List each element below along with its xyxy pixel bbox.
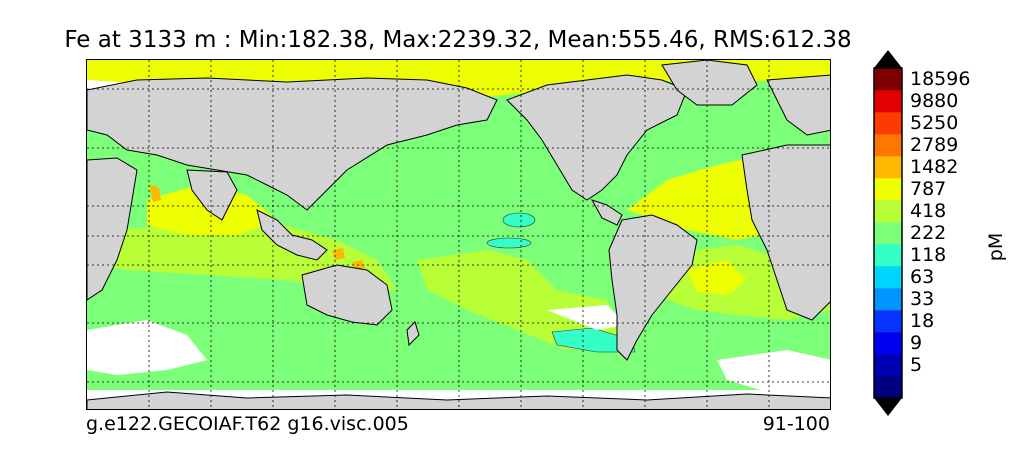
colorbar-bin bbox=[874, 266, 902, 289]
colorbar-tick-label: 1482 bbox=[910, 156, 959, 178]
colorbar-bin bbox=[874, 222, 902, 245]
antarctica bbox=[87, 391, 830, 409]
colorbar-tick-label: 18 bbox=[910, 310, 935, 332]
colorbar-bin bbox=[874, 332, 902, 355]
colorbar-tick-label: 222 bbox=[910, 222, 947, 244]
colorbar-tick-label: 33 bbox=[910, 288, 935, 310]
field-118-222 bbox=[486, 212, 636, 353]
colorbar bbox=[873, 50, 903, 416]
colorbar-under-triangle bbox=[874, 398, 902, 416]
south-america bbox=[608, 214, 698, 361]
map-title: Fe at 3133 m : Min:182.38, Max:2239.32, … bbox=[64, 27, 852, 53]
africa bbox=[741, 144, 830, 321]
colorbar-bin bbox=[874, 200, 902, 223]
ocean-map bbox=[86, 59, 831, 410]
colorbar-bin bbox=[874, 178, 902, 201]
colorbar-tick-label: 9 bbox=[910, 332, 923, 354]
eurasia bbox=[87, 77, 498, 211]
new-zealand bbox=[406, 321, 420, 347]
colorbar-bin bbox=[874, 376, 902, 399]
eurasia-west bbox=[766, 74, 830, 136]
colorbar-tick-label: 2789 bbox=[910, 134, 959, 156]
colorbar-tick-label: 5 bbox=[910, 354, 923, 376]
australia bbox=[301, 264, 393, 326]
indonesia bbox=[256, 209, 328, 261]
colorbar-bin bbox=[874, 156, 902, 179]
colorbar-tick-label: 18596 bbox=[910, 68, 971, 90]
colorbar-tick-label: 63 bbox=[910, 266, 935, 288]
period-caption: 91-100 bbox=[762, 413, 830, 435]
colorbar-bin bbox=[874, 134, 902, 157]
colorbar-bin bbox=[874, 244, 902, 267]
colorbar-bin bbox=[874, 68, 902, 91]
colorbar-bins bbox=[874, 68, 902, 399]
colorbar-tick-label: 118 bbox=[910, 244, 947, 266]
africa-east bbox=[87, 157, 138, 301]
colorbar-bin bbox=[874, 90, 902, 113]
colorbar-bin bbox=[874, 354, 902, 377]
experiment-caption: g.e122.GECOIAF.T62 g16.visc.005 bbox=[86, 413, 409, 435]
graticule bbox=[87, 60, 830, 409]
colorbar-tick-label: 5250 bbox=[910, 112, 959, 134]
colorbar-unit: pM bbox=[985, 232, 1007, 262]
colorbar-tick-label: 418 bbox=[910, 200, 947, 222]
greenland bbox=[661, 60, 758, 106]
colorbar-tick-label: 787 bbox=[910, 178, 947, 200]
map-canvas bbox=[87, 60, 830, 409]
colorbar-outline bbox=[873, 67, 903, 399]
land-masses bbox=[87, 60, 830, 409]
colorbar-over-triangle bbox=[874, 50, 902, 68]
colorbar-bin bbox=[874, 112, 902, 135]
north-america bbox=[506, 74, 688, 201]
colorbar-bin bbox=[874, 288, 902, 311]
colorbar-tick-label: 9880 bbox=[910, 90, 959, 112]
colorbar-bin bbox=[874, 310, 902, 333]
central-america bbox=[590, 199, 623, 226]
india bbox=[186, 169, 238, 221]
